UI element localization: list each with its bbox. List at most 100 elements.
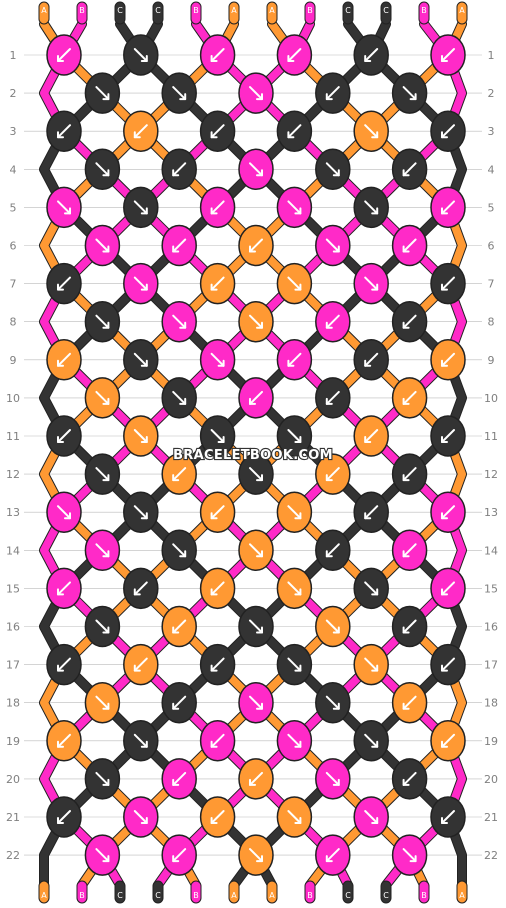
arrow-icon [325, 314, 340, 329]
strand-end-bottom [152, 880, 164, 904]
strand-label-bottom: A [459, 891, 465, 900]
arrow-icon [441, 657, 455, 672]
arrow-icon [402, 848, 417, 863]
row-label-right: 15 [484, 582, 498, 595]
watermark-text: BRACELETBOOK.COM [173, 448, 333, 463]
knot [391, 681, 428, 724]
strand-label-top: C [383, 6, 389, 15]
knot [430, 491, 466, 533]
knot [123, 262, 159, 305]
arrow-head-icon [140, 359, 148, 367]
arrow-head-icon [210, 588, 218, 596]
knot [123, 34, 159, 76]
arrow-head-icon [294, 436, 302, 443]
arrow-icon [133, 276, 148, 291]
arrow-icon [364, 124, 379, 139]
arrow-icon [249, 619, 263, 634]
strand-end-bottom [190, 880, 202, 904]
arrow-icon [172, 314, 187, 329]
arrow-head-icon [371, 131, 379, 139]
arrow-head-icon [441, 55, 448, 62]
arrow-icon [441, 352, 455, 367]
knot [238, 377, 274, 419]
arrow-icon [249, 314, 263, 329]
strand-label-bottom: B [307, 891, 313, 900]
strand-end-top [38, 1, 50, 25]
arrow-icon [172, 86, 187, 101]
knot [276, 643, 313, 686]
knot [430, 339, 466, 381]
knot [199, 110, 236, 152]
knot [46, 339, 82, 381]
arrow-head-icon [256, 626, 263, 634]
knot [238, 681, 274, 724]
arrow-icon [57, 581, 71, 596]
strand-end-top [152, 1, 164, 25]
row-label-left: 17 [6, 659, 20, 672]
arrow-head-icon [57, 664, 64, 672]
arrow-head-icon [210, 207, 218, 215]
knot [276, 567, 313, 610]
strand-end-bottom [38, 880, 50, 904]
arrow-icon [364, 276, 379, 291]
row-label-left: 14 [6, 544, 20, 557]
arrow-icon [210, 657, 225, 672]
arrow-icon [172, 238, 187, 253]
arrow-head-icon [332, 626, 340, 634]
strand-end-bottom [228, 880, 240, 904]
arrow-head-icon [140, 512, 148, 520]
row-label-left: 20 [6, 773, 20, 786]
arrow-head-icon [294, 207, 302, 215]
knot [353, 415, 389, 457]
arrow-icon [287, 581, 302, 596]
knot [276, 34, 313, 76]
strand-end-top [304, 1, 316, 25]
strand-end-bottom [342, 880, 354, 904]
row-label-right: 3 [488, 125, 495, 138]
arrow-head-icon [441, 131, 448, 139]
knot [123, 720, 159, 762]
strand-end-top [380, 1, 392, 25]
knot [46, 796, 82, 838]
knot [199, 339, 236, 381]
arrow-head-icon [140, 436, 148, 443]
arrow-head-icon [210, 817, 218, 824]
arrow-head-icon [249, 397, 256, 405]
arrow-icon [402, 695, 417, 710]
arrow-head-icon [256, 855, 263, 863]
knot [315, 377, 351, 419]
knot [199, 34, 236, 76]
row-label-left: 21 [6, 811, 20, 824]
knot [161, 453, 197, 495]
arrow-icon [364, 505, 379, 520]
arrow-head-icon [294, 740, 302, 748]
arrow-head-icon [172, 474, 180, 482]
arrow-head-icon [402, 245, 410, 253]
arrow-head-icon [210, 283, 218, 291]
row-label-left: 13 [6, 506, 20, 519]
arrow-icon [364, 810, 379, 824]
arrow-icon [95, 467, 110, 482]
arrow-icon [210, 733, 225, 748]
row-label-right: 21 [484, 811, 498, 824]
strand-label-top: A [41, 6, 47, 15]
strand-label-top: C [345, 6, 351, 15]
strand-label-bottom: A [41, 891, 47, 900]
strand-label-top: B [421, 6, 427, 15]
knot [46, 186, 82, 229]
arrow-icon [57, 124, 71, 139]
strand-label-top: A [231, 6, 237, 15]
arrow-head-icon [102, 778, 110, 786]
knot [353, 491, 389, 533]
arrow-icon [95, 695, 110, 710]
strand-end-bottom [266, 880, 278, 904]
arrow-head-icon [57, 436, 64, 443]
strand-end-bottom [418, 880, 430, 904]
arrow-icon [95, 238, 110, 253]
knot [315, 834, 351, 876]
arrow-icon [441, 810, 455, 824]
arrow-head-icon [172, 702, 180, 710]
arrow-head-icon [57, 740, 64, 748]
knot [276, 186, 313, 229]
arrow-icon [249, 467, 263, 482]
